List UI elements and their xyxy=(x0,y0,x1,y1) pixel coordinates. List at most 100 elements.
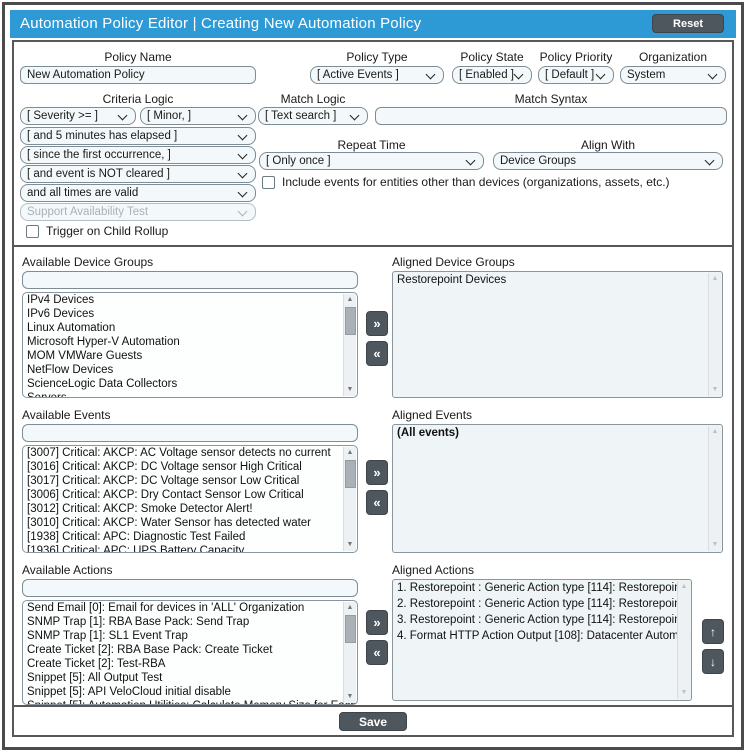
save-button[interactable]: Save xyxy=(339,712,407,731)
list-item[interactable]: [3012] Critical: AKCP: Smoke Detector Al… xyxy=(27,503,253,515)
scroll-down-icon[interactable]: ▼ xyxy=(711,386,719,393)
scroll-down-icon[interactable]: ▼ xyxy=(346,541,354,548)
align-action-button[interactable]: » xyxy=(366,610,388,635)
scroll-up-icon[interactable]: ▲ xyxy=(346,449,354,456)
scroll-down-icon[interactable]: ▼ xyxy=(711,541,719,548)
aligned-device-groups-list[interactable]: Restorepoint Devices ▲ ▼ xyxy=(392,271,723,398)
list-item[interactable]: [3007] Critical: AKCP: AC Voltage sensor… xyxy=(27,447,331,459)
list-item[interactable]: Send Email [0]: Email for devices in 'AL… xyxy=(27,602,305,614)
available-actions-list[interactable]: Send Email [0]: Email for devices in 'AL… xyxy=(22,600,358,705)
list-item[interactable]: Create Ticket [2]: RBA Base Pack: Create… xyxy=(27,644,273,656)
scrollbar[interactable]: ▲ ▼ xyxy=(343,447,356,551)
list-item[interactable]: ScienceLogic Data Collectors xyxy=(27,378,178,390)
scrollbar[interactable]: ▲ ▼ xyxy=(708,426,721,551)
organization-select[interactable]: System xyxy=(620,66,726,84)
chevron-down-icon xyxy=(349,110,360,121)
list-item[interactable]: MOM VMWare Guests xyxy=(27,350,143,362)
organization-label: Organization xyxy=(638,50,708,64)
policy-state-value: [ Enabled ] xyxy=(459,69,514,81)
scroll-down-icon[interactable]: ▼ xyxy=(346,693,354,700)
match-syntax-input[interactable] xyxy=(375,107,727,125)
align-with-value: Device Groups xyxy=(500,155,577,167)
list-item[interactable]: Servers xyxy=(27,392,67,398)
list-item[interactable]: NetFlow Devices xyxy=(27,364,114,376)
criteria-occurrence-select[interactable]: [ since the first occurrence, ] xyxy=(20,146,256,164)
page-title: Automation Policy Editor | Creating New … xyxy=(20,15,422,32)
scroll-up-icon[interactable]: ▲ xyxy=(711,428,719,435)
available-device-groups-list[interactable]: IPv4 Devices IPv6 Devices Linux Automati… xyxy=(22,292,358,398)
list-item[interactable]: [3017] Critical: AKCP: DC Voltage sensor… xyxy=(27,475,300,487)
move-action-down-button[interactable]: ↓ xyxy=(702,649,724,674)
available-device-groups-label: Available Device Groups xyxy=(22,255,154,269)
list-item[interactable]: Restorepoint Devices xyxy=(397,274,507,286)
list-item[interactable]: Snippet [5]: All Output Test xyxy=(27,672,163,684)
align-event-button[interactable]: » xyxy=(366,460,388,485)
reset-button[interactable]: Reset xyxy=(652,14,724,33)
scrollbar-thumb[interactable] xyxy=(344,307,356,335)
trigger-child-rollup-checkbox[interactable] xyxy=(26,224,39,238)
policy-type-select[interactable]: [ Active Events ] xyxy=(310,66,444,84)
support-availability-value: Support Availability Test xyxy=(27,206,149,218)
events-search-input[interactable] xyxy=(22,424,358,442)
chevron-down-icon xyxy=(237,168,248,179)
aligned-actions-list[interactable]: 1. Restorepoint : Generic Action type [1… xyxy=(392,579,692,701)
criteria-times-select[interactable]: and all times are valid xyxy=(20,184,256,202)
available-events-list[interactable]: [3007] Critical: AKCP: AC Voltage sensor… xyxy=(22,445,358,553)
list-item[interactable]: [3006] Critical: AKCP: Dry Contact Senso… xyxy=(27,489,304,501)
move-action-up-button[interactable]: ↑ xyxy=(702,619,724,644)
scroll-up-icon[interactable]: ▲ xyxy=(711,275,719,282)
criteria-cleared-select[interactable]: [ and event is NOT cleared ] xyxy=(20,165,256,183)
list-item[interactable]: [1936] Critical: APC: UPS Battery Capaci… xyxy=(27,545,245,553)
match-logic-select[interactable]: [ Text search ] xyxy=(258,107,368,125)
scroll-down-icon[interactable]: ▼ xyxy=(680,689,688,696)
policy-state-select[interactable]: [ Enabled ] xyxy=(452,66,532,84)
list-item[interactable]: SNMP Trap [1]: RBA Base Pack: Send Trap xyxy=(27,616,250,628)
list-item[interactable]: [3016] Critical: AKCP: DC Voltage sensor… xyxy=(27,461,302,473)
unalign-action-button[interactable]: « xyxy=(366,640,388,665)
list-item[interactable]: SNMP Trap [1]: SL1 Event Trap xyxy=(27,630,188,642)
criteria-elapsed-select[interactable]: [ and 5 minutes has elapsed ] xyxy=(20,127,256,145)
scroll-up-icon[interactable]: ▲ xyxy=(346,296,354,303)
scrollbar[interactable]: ▲ ▼ xyxy=(343,294,356,396)
scroll-up-icon[interactable]: ▲ xyxy=(346,604,354,611)
list-item[interactable]: [3010] Critical: AKCP: Water Sensor has … xyxy=(27,517,312,529)
list-item[interactable]: [1938] Critical: APC: Diagnostic Test Fa… xyxy=(27,531,246,543)
unalign-event-button[interactable]: « xyxy=(366,490,388,515)
aligned-events-list[interactable]: (All events) ▲ ▼ xyxy=(392,424,723,553)
list-item[interactable]: Snippet [5]: API VeloCloud initial disab… xyxy=(27,686,231,698)
list-item[interactable]: (All events) xyxy=(397,427,459,439)
list-item[interactable]: IPv4 Devices xyxy=(27,294,95,306)
list-item[interactable]: Snippet [5]: Automation Utilities: Calcu… xyxy=(23,699,357,704)
events-section: Available Events Aligned Events [3007] C… xyxy=(20,408,727,556)
criteria-severity-operator-select[interactable]: [ Severity >= ] xyxy=(20,107,136,125)
list-item[interactable]: Linux Automation xyxy=(27,322,116,334)
chevron-down-icon xyxy=(595,69,606,80)
scrollbar-thumb[interactable] xyxy=(344,615,356,643)
device-groups-search-input[interactable] xyxy=(22,271,358,289)
scrollbar-thumb[interactable] xyxy=(344,460,356,488)
repeat-time-select[interactable]: [ Only once ] xyxy=(259,152,484,170)
aligned-device-groups-label: Aligned Device Groups xyxy=(392,255,515,269)
policy-priority-select[interactable]: [ Default ] xyxy=(538,66,614,84)
criteria-times-value: and all times are valid xyxy=(27,187,139,199)
list-item[interactable]: 3. Restorepoint : Generic Action type [1… xyxy=(397,614,691,626)
align-device-group-button[interactable]: » xyxy=(366,311,388,336)
scrollbar[interactable]: ▲ ▼ xyxy=(343,602,356,703)
list-item[interactable]: 1. Restorepoint : Generic Action type [1… xyxy=(397,582,691,594)
policy-name-input[interactable] xyxy=(20,66,256,84)
scroll-down-icon[interactable]: ▼ xyxy=(346,386,354,393)
align-with-select[interactable]: Device Groups xyxy=(493,152,723,170)
list-item[interactable]: IPv6 Devices xyxy=(27,308,95,320)
list-item[interactable]: Microsoft Hyper-V Automation xyxy=(27,336,180,348)
list-item[interactable]: 4. Format HTTP Action Output [108]: Data… xyxy=(397,630,691,642)
list-item[interactable]: Create Ticket [2]: Test-RBA xyxy=(27,658,166,670)
unalign-device-group-button[interactable]: « xyxy=(366,341,388,366)
scroll-up-icon[interactable]: ▲ xyxy=(680,583,688,590)
include-entities-checkbox[interactable] xyxy=(262,175,275,189)
scrollbar[interactable]: ▲ ▼ xyxy=(677,581,690,699)
scrollbar[interactable]: ▲ ▼ xyxy=(708,273,721,396)
chevron-down-icon xyxy=(237,187,248,198)
list-item[interactable]: 2. Restorepoint : Generic Action type [1… xyxy=(397,598,691,610)
actions-search-input[interactable] xyxy=(22,579,358,597)
criteria-severity-value-select[interactable]: [ Minor, ] xyxy=(140,107,256,125)
